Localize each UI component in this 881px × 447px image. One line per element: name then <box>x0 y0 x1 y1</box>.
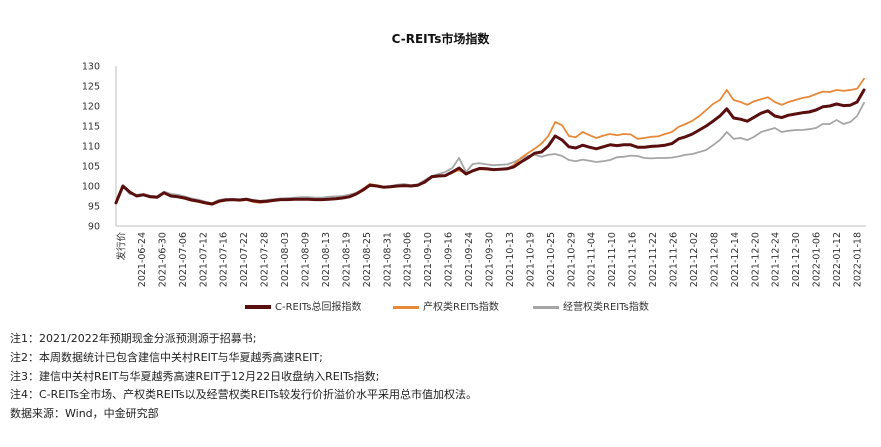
x-tick-label: 2021-07-28 <box>260 232 271 287</box>
x-tick-label: 2021-12-02 <box>689 232 700 287</box>
x-tick-label: 2021-07-06 <box>178 232 189 287</box>
y-tick-label: 130 <box>82 62 100 73</box>
series-layer <box>114 77 866 206</box>
note-1: 注1：2021/2022年预期现金分派预测源于招募书; <box>10 332 257 345</box>
legend-label-0: C-REITs总回报指数 <box>275 302 362 313</box>
x-tick-label: 2021-08-13 <box>321 232 332 287</box>
x-tick-label: 2021-08-31 <box>382 232 393 287</box>
y-axis: 90 95 100 105 110 115 120 125 130 <box>82 62 117 233</box>
line-chart: 90 95 100 105 110 115 120 125 130 发行价 2021-06-24 2… <box>82 62 866 287</box>
x-tick-label: 2021-11-10 <box>607 232 618 287</box>
y-tick-label: 115 <box>82 122 100 133</box>
x-tick-label: 2021-08-19 <box>341 232 352 287</box>
x-tick-label: 2021-09-10 <box>423 232 434 287</box>
note-4: 注4：C-REITs全市场、产权类REITs以及经营权类REITs较发行价折溢价… <box>10 388 478 402</box>
series-line-0 <box>114 88 866 206</box>
x-tick-label: 发行价 <box>116 232 128 261</box>
x-tick-label: 2021-12-20 <box>750 232 761 287</box>
x-tick-label: 2021-06-24 <box>137 232 148 287</box>
legend: C-REITs总回报指数 产权类REITs指数 经营权类REITs指数 <box>0 298 881 316</box>
x-tick-label: 2021-06-30 <box>157 232 168 287</box>
data-source: 数据来源：Wind，中金研究部 <box>10 407 159 421</box>
series-line-1 <box>115 77 865 206</box>
y-tick-label: 105 <box>82 162 100 173</box>
x-tick-label: 2021-11-04 <box>587 232 598 287</box>
legend-swatch-2 <box>533 305 559 309</box>
legend-item-0: C-REITs总回报指数 <box>245 298 361 313</box>
x-tick-label: 2021-07-22 <box>239 232 250 287</box>
x-tick-label: 2021-11-26 <box>669 232 680 287</box>
legend-item-1: 产权类REITs指数 <box>393 298 499 313</box>
x-tick-label: 2021-12-24 <box>771 232 782 287</box>
y-tick-label: 90 <box>88 222 100 233</box>
x-tick-label: 2021-07-12 <box>198 232 209 287</box>
x-axis: 发行价 2021-06-24 2021-06-30 2021-07-06 2021-07… <box>116 225 866 287</box>
x-tick-label: 2021-09-06 <box>403 232 414 287</box>
x-tick-label: 2021-10-25 <box>546 232 557 287</box>
legend-swatch-1 <box>393 305 419 309</box>
legend-item-2: 经营权类REITs指数 <box>533 298 649 313</box>
y-tick-label: 100 <box>82 182 100 193</box>
x-tick-label: 2021-12-14 <box>730 232 741 287</box>
x-tick-label: 2021-12-30 <box>791 232 802 287</box>
x-tick-label: 2022-01-12 <box>832 232 843 287</box>
y-tick-label: 95 <box>88 202 100 213</box>
x-tick-label: 2021-07-16 <box>219 232 230 287</box>
legend-label-1: 产权类REITs指数 <box>423 302 499 313</box>
note-2: 注2：本周数据统计已包含建信中关村REIT与华夏越秀高速REIT; <box>10 350 323 364</box>
x-tick-label: 2022-01-18 <box>853 232 864 287</box>
y-tick-label: 120 <box>82 102 100 113</box>
x-tick-label: 2021-09-24 <box>464 232 475 287</box>
x-tick-label: 2021-10-13 <box>505 232 516 287</box>
y-tick-label: 110 <box>82 142 100 153</box>
chart-title: C-REITs市场指数 <box>391 32 490 46</box>
y-tick-label: 125 <box>82 82 100 93</box>
x-tick-label: 2022-01-06 <box>812 232 823 287</box>
x-tick-label: 2021-11-16 <box>628 232 639 287</box>
x-tick-label: 2021-09-16 <box>444 232 455 287</box>
notes: 注1：2021/2022年预期现金分派预测源于招募书; 注2：本周数据统计已包含… <box>10 330 870 424</box>
x-tick-label: 2021-11-22 <box>648 232 659 287</box>
x-tick-label: 2021-09-30 <box>485 232 496 287</box>
legend-swatch-0 <box>245 305 271 309</box>
x-tick-label: 2021-10-29 <box>566 232 577 287</box>
note-3: 注3：建信中关村REIT与华夏越秀高速REIT于12月22日收盘纳入REITs指… <box>10 369 380 383</box>
x-tick-label: 2021-12-08 <box>709 232 720 287</box>
legend-label-2: 经营权类REITs指数 <box>563 302 649 313</box>
x-tick-label: 2021-10-19 <box>525 232 536 287</box>
x-tick-label: 2021-08-09 <box>301 232 312 287</box>
x-tick-label: 2021-08-25 <box>362 232 373 287</box>
x-tick-label: 2021-08-03 <box>280 232 291 287</box>
